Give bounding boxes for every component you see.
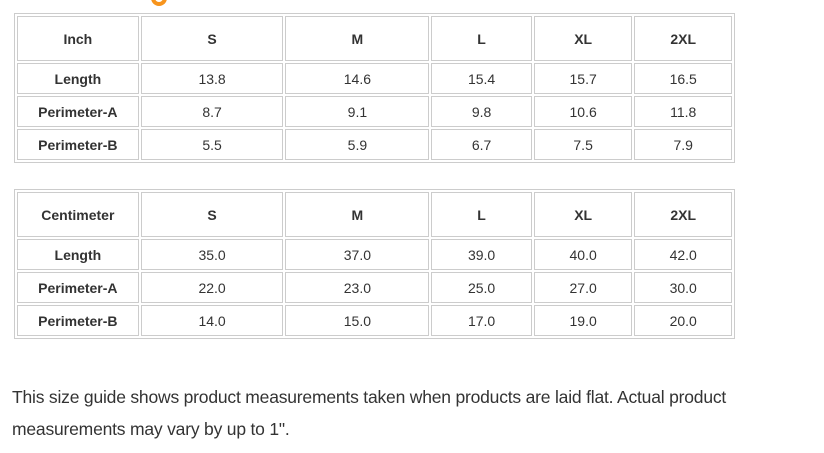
measurement-cell: 5.5: [140, 129, 284, 160]
measurement-cell: 8.7: [140, 96, 284, 127]
measurement-cell: 39.0: [431, 239, 532, 270]
row-label-cell: Length: [17, 239, 139, 270]
row-label-cell: Perimeter-A: [17, 272, 139, 303]
measurement-cell: 15.0: [285, 305, 430, 336]
measurement-cell: 20.0: [634, 305, 732, 336]
row-label-cell: Perimeter-B: [17, 129, 139, 160]
measurement-cell: 17.0: [431, 305, 532, 336]
measurement-cell: 6.7: [431, 129, 532, 160]
measurement-cell: 27.0: [533, 272, 633, 303]
measurement-cell: 40.0: [533, 239, 633, 270]
measurement-cell: 10.6: [533, 96, 633, 127]
measurement-cell: 15.7: [533, 63, 633, 94]
centimeter-header-row: Centimeter S M L XL 2XL: [17, 192, 732, 237]
table-row: Perimeter-B 5.5 5.9 6.7 7.5 7.9: [17, 129, 732, 160]
table-row: Length 35.0 37.0 39.0 40.0 42.0: [17, 239, 732, 270]
clipped-heading-glyph: [151, 0, 167, 6]
measurement-cell: 25.0: [431, 272, 532, 303]
size-column-header: 2XL: [634, 16, 732, 61]
size-guide-note: This size guide shows product measuremen…: [12, 387, 727, 439]
row-label-cell: Perimeter-A: [17, 96, 139, 127]
measurement-cell: 30.0: [634, 272, 732, 303]
size-column-header: L: [431, 16, 532, 61]
inch-size-table: Inch S M L XL 2XL Length 13.8 14.6 15.4 …: [14, 13, 735, 163]
measurement-cell: 23.0: [285, 272, 430, 303]
centimeter-size-table: Centimeter S M L XL 2XL Length 35.0 37.0…: [14, 189, 735, 339]
measurement-cell: 35.0: [140, 239, 284, 270]
size-column-header: XL: [533, 16, 633, 61]
measurement-cell: 14.0: [140, 305, 284, 336]
unit-header-cell: Inch: [17, 16, 139, 61]
table-row: Length 13.8 14.6 15.4 15.7 16.5: [17, 63, 732, 94]
size-column-header: M: [285, 16, 430, 61]
size-column-header: L: [431, 192, 532, 237]
size-column-header: 2XL: [634, 192, 732, 237]
table-row: Perimeter-A 22.0 23.0 25.0 27.0 30.0: [17, 272, 732, 303]
measurement-cell: 16.5: [634, 63, 732, 94]
row-label-cell: Length: [17, 63, 139, 94]
measurement-cell: 13.8: [140, 63, 284, 94]
measurement-cell: 11.8: [634, 96, 732, 127]
measurement-cell: 14.6: [285, 63, 430, 94]
measurement-cell: 9.1: [285, 96, 430, 127]
size-column-header: S: [140, 16, 284, 61]
measurement-cell: 9.8: [431, 96, 532, 127]
measurement-cell: 37.0: [285, 239, 430, 270]
size-column-header: XL: [533, 192, 633, 237]
table-row: Perimeter-B 14.0 15.0 17.0 19.0 20.0: [17, 305, 732, 336]
measurement-cell: 7.5: [533, 129, 633, 160]
measurement-cell: 42.0: [634, 239, 732, 270]
measurement-cell: 15.4: [431, 63, 532, 94]
size-column-header: M: [285, 192, 430, 237]
measurement-cell: 7.9: [634, 129, 732, 160]
unit-header-cell: Centimeter: [17, 192, 139, 237]
size-column-header: S: [140, 192, 284, 237]
measurement-cell: 19.0: [533, 305, 633, 336]
row-label-cell: Perimeter-B: [17, 305, 139, 336]
inch-header-row: Inch S M L XL 2XL: [17, 16, 732, 61]
measurement-cell: 22.0: [140, 272, 284, 303]
measurement-cell: 5.9: [285, 129, 430, 160]
table-row: Perimeter-A 8.7 9.1 9.8 10.6 11.8: [17, 96, 732, 127]
